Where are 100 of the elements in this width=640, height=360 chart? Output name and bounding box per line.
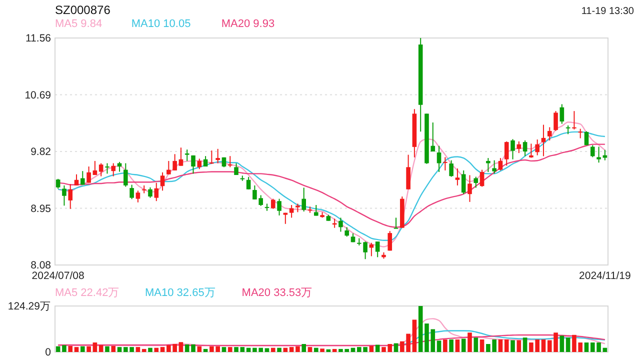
y-tick-label: 10.69 xyxy=(24,89,52,102)
bar xyxy=(240,347,245,352)
candlestick xyxy=(344,226,350,238)
bar xyxy=(62,345,66,352)
text: MA10 10.05 xyxy=(131,18,191,30)
candlestick xyxy=(160,172,165,192)
bar xyxy=(541,339,546,352)
text: MA5 9.84 xyxy=(55,18,102,30)
candlestick xyxy=(105,162,110,174)
bar xyxy=(510,340,515,352)
candlestick xyxy=(234,162,238,176)
candlestick xyxy=(468,174,472,202)
candlestick xyxy=(436,145,442,172)
candlestick xyxy=(154,182,159,202)
bar xyxy=(136,347,140,352)
candlestick xyxy=(197,158,202,170)
candlestick xyxy=(289,204,294,218)
bar xyxy=(584,342,589,352)
bar xyxy=(228,347,232,352)
bar xyxy=(449,339,454,352)
candlestick xyxy=(277,198,282,216)
bar xyxy=(375,344,380,352)
bar xyxy=(277,348,282,352)
text: MA20 9.93 xyxy=(221,18,275,30)
candlestick xyxy=(246,176,251,190)
bar xyxy=(480,339,484,352)
text: MA20 33.53万 xyxy=(242,287,312,299)
line-series xyxy=(57,144,606,228)
bar xyxy=(270,348,276,352)
bar xyxy=(105,346,110,352)
bar xyxy=(154,348,159,352)
bar xyxy=(222,347,226,352)
candlestick xyxy=(443,156,448,171)
candlestick xyxy=(498,158,503,171)
y-tick-label: 11.56 xyxy=(26,32,52,45)
bar xyxy=(566,338,570,352)
bar xyxy=(394,343,398,352)
bar xyxy=(289,347,294,352)
candlestick xyxy=(117,161,122,172)
candlestick xyxy=(449,160,454,178)
candlestick xyxy=(461,170,466,195)
bar xyxy=(504,339,509,352)
candlestick xyxy=(474,176,478,188)
bar xyxy=(320,348,324,352)
candlestick xyxy=(590,144,595,158)
candlestick xyxy=(572,110,576,130)
line-series xyxy=(57,334,606,346)
bar xyxy=(68,346,73,352)
candlestick xyxy=(388,230,392,252)
candlestick xyxy=(302,187,306,212)
bar xyxy=(332,348,337,352)
bar xyxy=(203,348,208,352)
candlestick xyxy=(270,198,276,210)
bar xyxy=(436,340,442,352)
bar xyxy=(443,339,448,352)
candlestick xyxy=(191,154,196,174)
bar xyxy=(461,338,466,352)
text: 11-19 13:30 xyxy=(581,6,634,17)
y-tick-label: 0 xyxy=(45,346,52,359)
bar xyxy=(160,347,165,352)
candlestick xyxy=(216,148,220,164)
bar xyxy=(498,339,503,352)
candlestick xyxy=(338,217,343,232)
bar xyxy=(111,346,116,352)
candlestick xyxy=(394,217,398,229)
candlestick xyxy=(480,169,484,188)
candlestick xyxy=(541,124,546,157)
candlestick xyxy=(228,156,232,168)
candlestick xyxy=(455,168,460,186)
candlestick xyxy=(406,154,410,190)
bar xyxy=(264,348,270,352)
bar xyxy=(197,346,202,352)
bar xyxy=(178,342,184,352)
candlestick xyxy=(264,203,270,212)
bar xyxy=(455,339,460,352)
candlestick xyxy=(210,150,214,164)
y-tick-label: 8.08 xyxy=(30,260,52,272)
candlestick xyxy=(136,190,140,203)
bar xyxy=(412,320,417,352)
candlestick xyxy=(535,139,540,156)
bar xyxy=(80,346,85,352)
bar xyxy=(296,346,300,352)
candlestick xyxy=(130,184,134,200)
bar xyxy=(148,348,152,352)
candlestick xyxy=(184,149,190,162)
candlestick xyxy=(68,184,73,210)
candlestick xyxy=(124,162,128,188)
candlestick xyxy=(510,138,515,160)
candlestick xyxy=(602,149,608,161)
y-tick-label: 124.29万 xyxy=(8,300,51,313)
candlestick xyxy=(148,186,152,198)
line-series xyxy=(57,318,606,346)
candlestick xyxy=(554,110,558,132)
candlestick xyxy=(80,170,85,186)
candlestick xyxy=(375,241,380,258)
chart-title: SZ000876 xyxy=(55,3,111,17)
candlestick xyxy=(86,166,91,184)
candlestick xyxy=(98,162,104,177)
candlestick xyxy=(560,104,564,124)
candlestick xyxy=(486,158,490,172)
